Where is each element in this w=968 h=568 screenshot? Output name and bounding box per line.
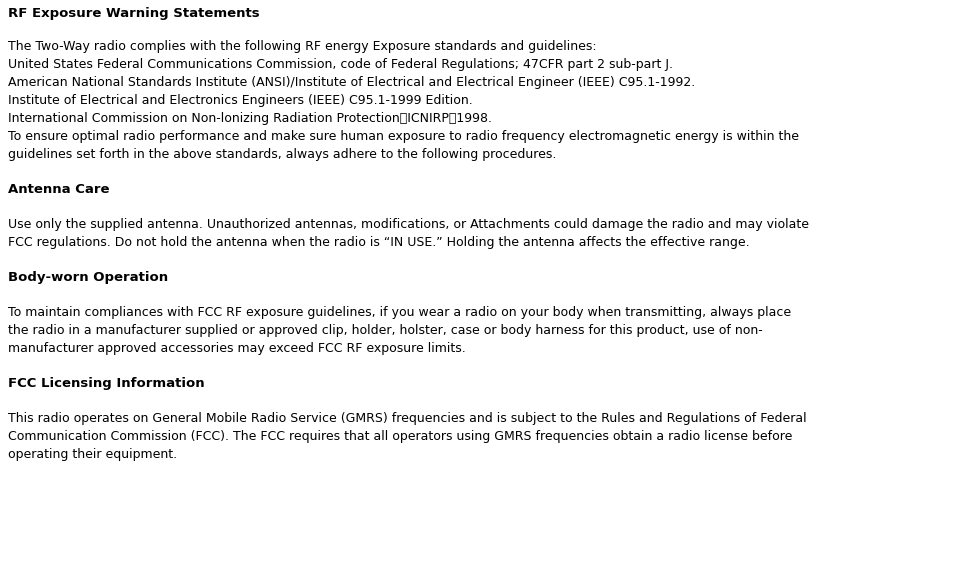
Text: manufacturer approved accessories may exceed FCC RF exposure limits.: manufacturer approved accessories may ex… — [8, 342, 466, 355]
Text: Body-worn Operation: Body-worn Operation — [8, 271, 167, 284]
Text: Antenna Care: Antenna Care — [8, 183, 109, 196]
Text: Institute of Electrical and Electronics Engineers (IEEE) C95.1-1999 Edition.: Institute of Electrical and Electronics … — [8, 94, 472, 107]
Text: guidelines set forth in the above standards, always adhere to the following proc: guidelines set forth in the above standa… — [8, 148, 557, 161]
Text: FCC regulations. Do not hold the antenna when the radio is “IN USE.” Holding the: FCC regulations. Do not hold the antenna… — [8, 236, 749, 249]
Text: To ensure optimal radio performance and make sure human exposure to radio freque: To ensure optimal radio performance and … — [8, 130, 799, 143]
Text: American National Standards Institute (ANSI)/Institute of Electrical and Electri: American National Standards Institute (A… — [8, 76, 695, 89]
Text: To maintain compliances with FCC RF exposure guidelines, if you wear a radio on : To maintain compliances with FCC RF expo… — [8, 306, 791, 319]
Text: FCC Licensing Information: FCC Licensing Information — [8, 377, 204, 390]
Text: the radio in a manufacturer supplied or approved clip, holder, holster, case or : the radio in a manufacturer supplied or … — [8, 324, 763, 337]
Text: United States Federal Communications Commission, code of Federal Regulations; 47: United States Federal Communications Com… — [8, 58, 673, 71]
Text: Communication Commission (FCC). The FCC requires that all operators using GMRS f: Communication Commission (FCC). The FCC … — [8, 430, 792, 443]
Text: International Commission on Non-lonizing Radiation Protection（ICNIRP）1998.: International Commission on Non-lonizing… — [8, 112, 492, 125]
Text: The Two-Way radio complies with the following RF energy Exposure standards and g: The Two-Way radio complies with the foll… — [8, 40, 596, 53]
Text: This radio operates on General Mobile Radio Service (GMRS) frequencies and is su: This radio operates on General Mobile Ra… — [8, 412, 806, 425]
Text: Use only the supplied antenna. Unauthorized antennas, modifications, or Attachme: Use only the supplied antenna. Unauthori… — [8, 218, 808, 231]
Text: RF Exposure Warning Statements: RF Exposure Warning Statements — [8, 7, 259, 20]
Text: operating their equipment.: operating their equipment. — [8, 448, 177, 461]
